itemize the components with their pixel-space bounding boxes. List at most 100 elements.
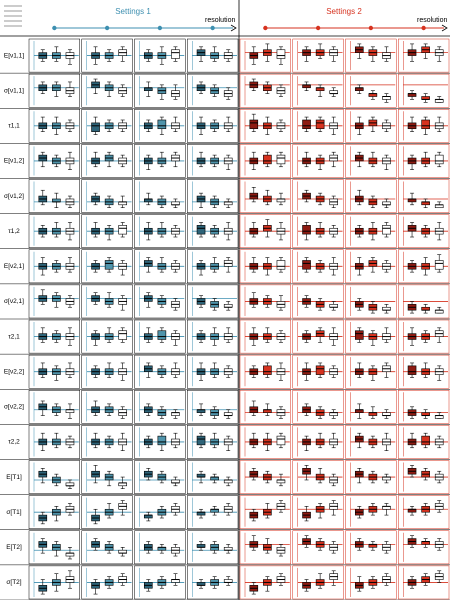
panel (292, 144, 344, 178)
panel (398, 214, 450, 248)
axis-note: resolution (417, 17, 447, 24)
box (354, 330, 364, 340)
box (263, 154, 272, 165)
panel (187, 284, 239, 319)
box (171, 49, 180, 59)
panel (28, 319, 80, 354)
panel (292, 390, 344, 424)
box (196, 435, 206, 446)
panel (345, 73, 397, 108)
panel (239, 249, 291, 284)
row-label: σ[ν2,2] (4, 404, 24, 411)
panel (81, 319, 133, 354)
panel (398, 495, 450, 529)
settings-title: Settings 2 (326, 7, 362, 16)
panel (187, 425, 239, 459)
box (434, 154, 444, 165)
box (157, 330, 167, 340)
panel (28, 73, 80, 108)
panel (345, 214, 397, 248)
panel (345, 530, 397, 565)
panel (292, 460, 344, 494)
panel (134, 284, 186, 319)
resolution-dot (104, 25, 110, 31)
panel (239, 354, 291, 389)
panel (81, 354, 133, 389)
box (157, 119, 167, 130)
resolution-dot (263, 25, 268, 31)
panel (187, 179, 239, 213)
panel (81, 284, 133, 319)
panel (28, 144, 80, 178)
box (407, 365, 417, 375)
box (434, 260, 444, 270)
panel (239, 214, 291, 248)
panel (239, 425, 291, 459)
box (382, 225, 391, 235)
panel (28, 495, 80, 529)
panel (292, 249, 344, 284)
resolution-dot (52, 25, 57, 31)
panel (81, 565, 133, 600)
row-label: τ2,1 (8, 333, 20, 340)
panel (345, 179, 397, 213)
panel (292, 109, 344, 143)
panel (81, 390, 133, 424)
panel (134, 565, 186, 600)
resolution-dot (315, 25, 321, 31)
panel (187, 319, 239, 354)
resolution-dot (368, 25, 374, 31)
panel (28, 530, 80, 565)
box (249, 119, 259, 130)
panel (134, 249, 186, 284)
box (315, 119, 325, 130)
box (157, 435, 167, 446)
panel (28, 179, 80, 213)
panel (398, 249, 450, 284)
row-label: τ1,1 (8, 123, 20, 130)
panel (28, 565, 80, 600)
panel (81, 38, 133, 73)
panel (28, 38, 80, 73)
panel (345, 319, 397, 354)
panel (187, 565, 239, 600)
panel (81, 530, 133, 565)
panel (398, 284, 450, 319)
row-label: τ1,2 (8, 228, 20, 235)
panel (398, 109, 450, 143)
panel (398, 319, 450, 354)
box (196, 225, 206, 235)
row-label: E[ν2,2] (4, 368, 24, 375)
panel (187, 109, 239, 143)
arrow-head (441, 24, 448, 32)
box (118, 330, 128, 340)
row-label: σ[T1] (6, 509, 21, 516)
box (276, 435, 286, 446)
row-label: σ[ν2,1] (4, 298, 24, 305)
panel (398, 144, 450, 178)
box (421, 435, 430, 446)
panel (398, 530, 450, 565)
panel (398, 38, 450, 73)
box (421, 119, 430, 130)
panel (28, 390, 80, 424)
panel (187, 460, 239, 494)
panel (134, 73, 186, 108)
panel (81, 460, 133, 494)
row-label: σ[ν1,1] (4, 87, 24, 94)
panel (292, 38, 344, 73)
panel (345, 38, 397, 73)
box (302, 260, 311, 270)
panel (398, 354, 450, 389)
panel (292, 565, 344, 600)
panel (239, 495, 291, 529)
panel (134, 38, 186, 73)
panel (239, 144, 291, 178)
panel (81, 249, 133, 284)
panel (345, 565, 397, 600)
arrow-head (230, 24, 237, 32)
panel (81, 425, 133, 459)
panel (239, 109, 291, 143)
panel (187, 530, 239, 565)
